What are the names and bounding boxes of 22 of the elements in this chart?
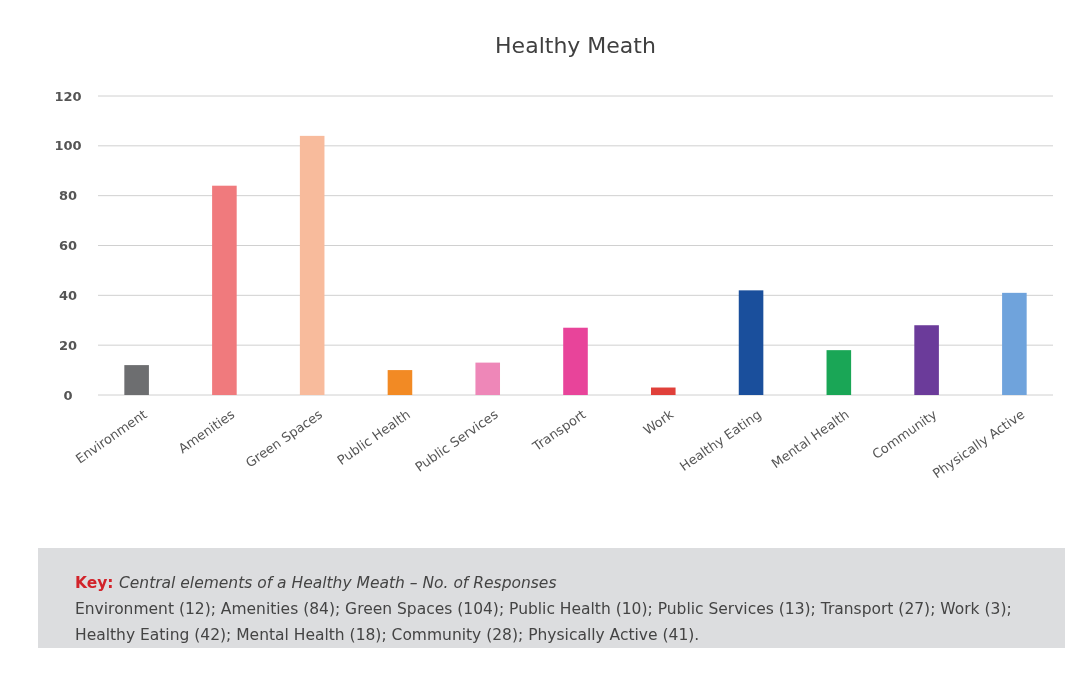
- bar: [475, 362, 501, 395]
- bar: [650, 387, 676, 395]
- y-tick-label: 80: [58, 188, 78, 204]
- bar: [1002, 292, 1027, 395]
- bar: [738, 290, 764, 395]
- y-tick-label: 120: [54, 88, 82, 104]
- bar: [914, 325, 939, 395]
- bar: [212, 185, 237, 395]
- y-tick-label: 100: [54, 138, 82, 154]
- bar: [124, 365, 149, 395]
- y-tick-label: 20: [58, 337, 78, 353]
- y-tick-label: 60: [58, 238, 78, 254]
- bar: [387, 370, 413, 395]
- bar: [563, 327, 588, 395]
- text: Key:: [75, 574, 115, 592]
- chart-title: Healthy Meath: [495, 33, 656, 58]
- text: Central elements of a Healthy Meath – No. of Responses: [118, 574, 557, 592]
- bar: [299, 135, 325, 395]
- text: Environment (12); Amenities (84); Green Spaces (104); Public Health (10); Public Services (13); Transport (27); Work (3); Healthy Eating (42); Mental Health (18); Community (28); Physically Active (41).: [75, 599, 1013, 646]
- y-tick-label: 40: [58, 287, 78, 303]
- bar: [826, 350, 852, 395]
- y-tick-label: 0: [63, 387, 73, 403]
